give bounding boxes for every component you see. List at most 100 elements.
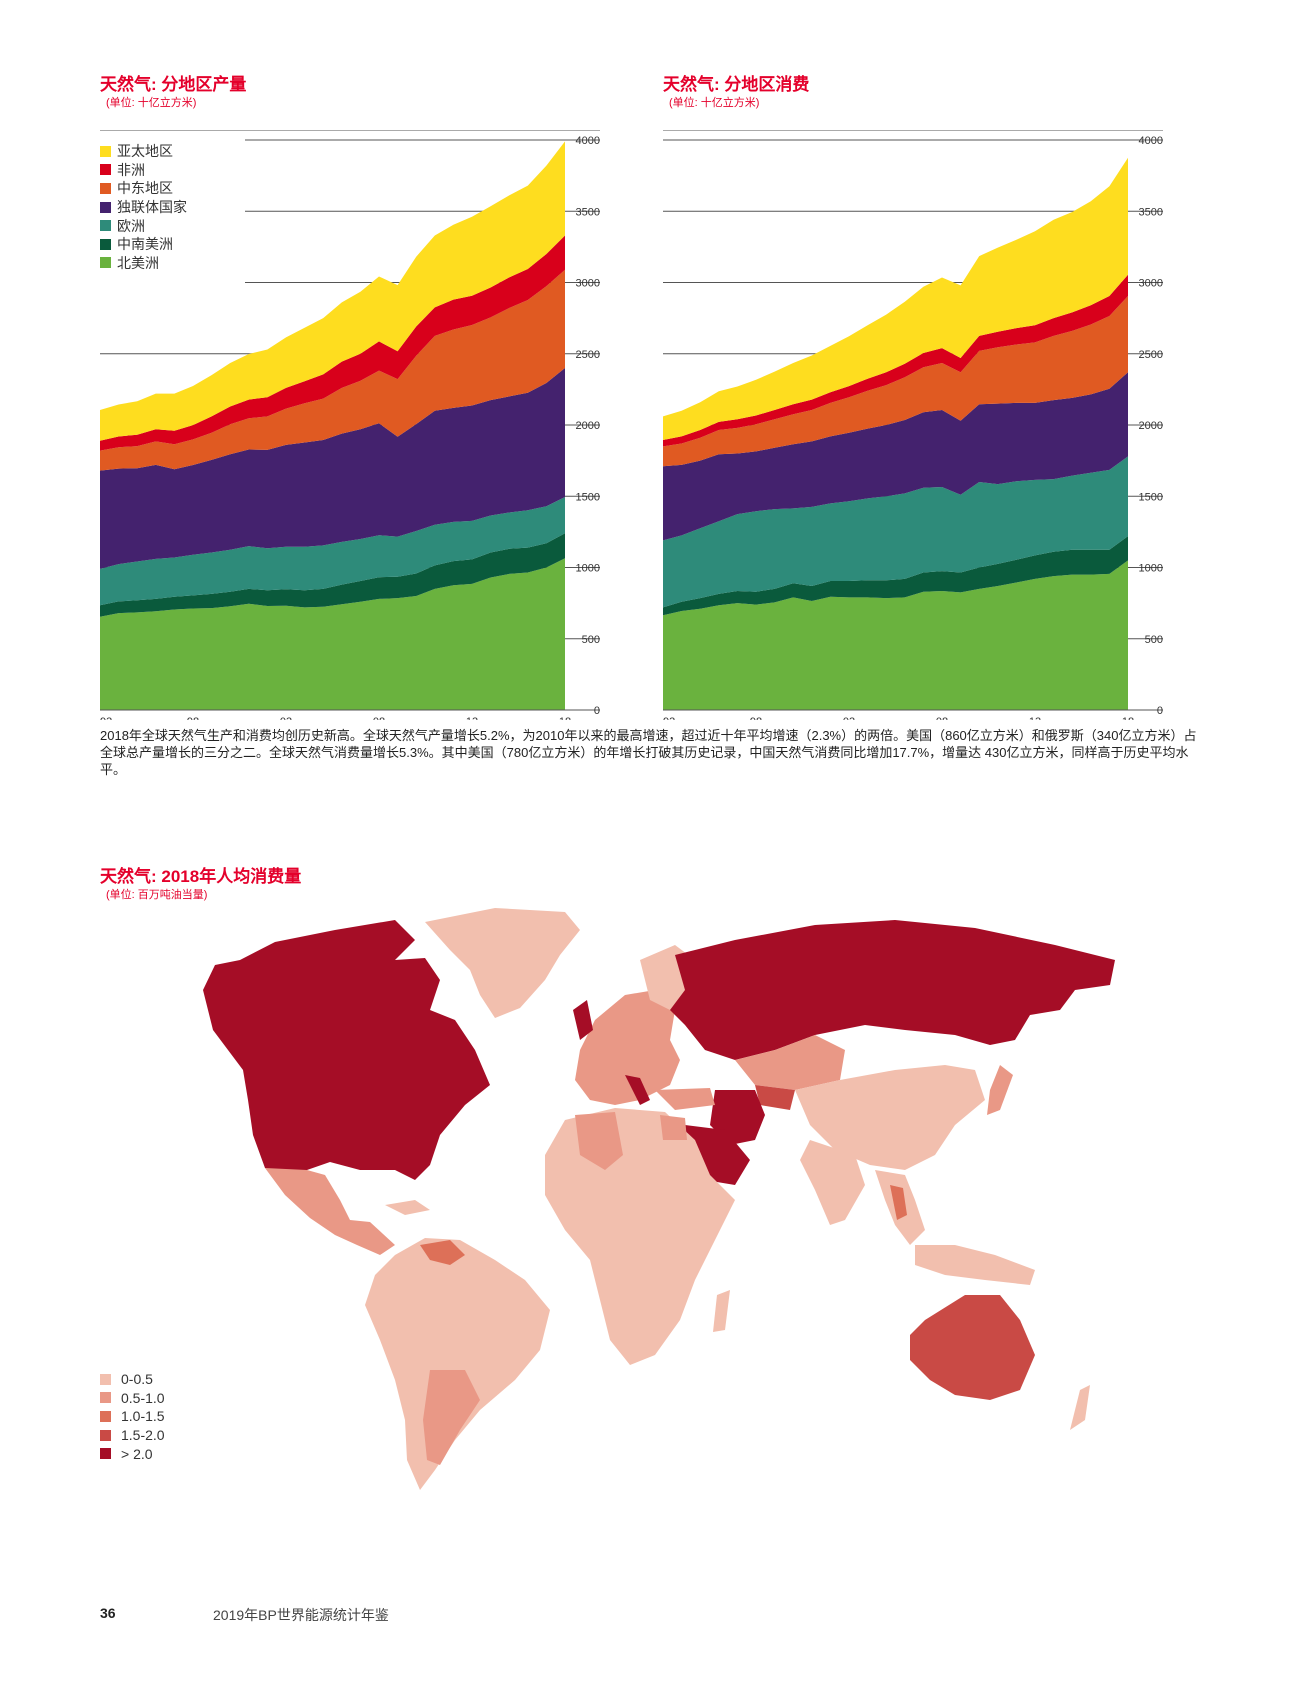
series-area-独联体国家 — [663, 372, 1128, 541]
new-zealand — [1070, 1385, 1090, 1430]
x-tick-label: 98 — [750, 716, 762, 720]
x-tick-label: 93 — [663, 716, 675, 720]
legend-swatch — [100, 1410, 111, 1422]
argentina — [423, 1370, 480, 1465]
japan — [987, 1065, 1013, 1115]
y-tick-label: 500 — [1145, 634, 1163, 646]
legend-swatch — [100, 182, 111, 194]
russia — [670, 920, 1115, 1060]
series-area-亚太地区 — [100, 141, 565, 441]
y-tick-label: 2000 — [1139, 420, 1163, 432]
y-tick-label: 2500 — [1139, 349, 1163, 361]
legend-label: 中南美洲 — [117, 236, 173, 253]
series-area-独联体国家 — [100, 368, 565, 569]
legend-label: 0-0.5 — [121, 1371, 153, 1388]
page-number: 36 — [100, 1605, 116, 1621]
legend-swatch — [100, 257, 111, 269]
legend-item: 北美洲 — [100, 254, 187, 273]
australia — [910, 1295, 1035, 1400]
legend-swatch — [100, 1429, 111, 1441]
map-legend-item: > 2.0 — [100, 1444, 165, 1463]
legend-label: 非洲 — [117, 161, 145, 178]
y-tick-label: 2500 — [576, 349, 600, 361]
chart-legend: 亚太地区 非洲中东地区独联体国家 欧洲 中南美洲 北美洲 — [100, 142, 187, 272]
x-tick-label: 93 — [100, 716, 112, 720]
legend-item: 独联体国家 — [100, 198, 187, 217]
chart-unit: (单位: 十亿立方米) — [669, 97, 760, 109]
chart-unit: (单位: 十亿立方米) — [106, 97, 197, 109]
x-tick-label: 03 — [280, 716, 292, 720]
y-tick-label: 3000 — [1139, 278, 1163, 290]
legend-label: 0.5-1.0 — [121, 1389, 165, 1406]
legend-swatch — [100, 1448, 111, 1460]
y-tick-label: 0 — [594, 705, 600, 717]
united-kingdom — [573, 1000, 593, 1040]
x-tick-label: 13 — [1029, 716, 1041, 720]
series-area-亚太地区 — [663, 157, 1128, 441]
south-america — [365, 1238, 550, 1490]
y-tick-label: 500 — [582, 634, 600, 646]
y-tick-label: 3500 — [1139, 206, 1163, 218]
y-tick-label: 0 — [1157, 705, 1163, 717]
legend-item: 非洲 — [100, 161, 187, 180]
north-america — [203, 920, 490, 1180]
page-footer: 2019年BP世界能源统计年鉴 — [213, 1607, 389, 1623]
india — [800, 1140, 865, 1225]
y-tick-label: 3000 — [576, 278, 600, 290]
chart-title: 天然气: 分地区产量 — [100, 75, 247, 94]
legend-label: 亚太地区 — [117, 143, 173, 160]
greenland — [425, 908, 580, 1018]
legend-label: > 2.0 — [121, 1445, 153, 1462]
y-tick-label: 4000 — [576, 135, 600, 147]
chart-title: 天然气: 分地区消费 — [663, 75, 810, 94]
legend-swatch — [100, 201, 111, 213]
series-area-中东地区 — [663, 296, 1128, 467]
map-unit: (单位: 百万吨油当量) — [106, 889, 208, 901]
legend-swatch — [100, 220, 111, 232]
series-area-中南美洲 — [663, 536, 1128, 616]
y-tick-label: 1000 — [576, 563, 600, 575]
production-chart-plot: 4000 3500 3000 2500 2000 1500 1000 500 0 93 98 03 08… — [100, 130, 600, 720]
x-tick-label: 08 — [373, 716, 385, 720]
y-tick-label: 1000 — [1139, 563, 1163, 575]
africa — [545, 1108, 735, 1365]
central-asia — [735, 1035, 845, 1090]
caribbean — [385, 1200, 430, 1215]
thailand-malaysia — [890, 1185, 907, 1220]
map-title: 天然气: 2018年人均消费量 — [100, 867, 302, 886]
china — [795, 1065, 985, 1170]
y-tick-label: 1500 — [576, 491, 600, 503]
world-map — [203, 908, 1115, 1490]
consumption-chart-plot: 4000 3500 3000 2500 2000 1500 1000 500 0 93 98 03 08… — [663, 130, 1163, 720]
venezuela — [420, 1240, 465, 1265]
legend-swatch — [100, 164, 111, 176]
series-area-北美洲 — [663, 560, 1128, 710]
egypt — [660, 1115, 687, 1140]
legend-swatch — [100, 1373, 111, 1385]
europe — [575, 990, 680, 1105]
map-legend: 0-0.5 0.5-1.0 1.0-1.5 1.5-2.0 > 2.0 — [100, 1370, 165, 1463]
series-area-中南美洲 — [100, 533, 565, 617]
legend-label: 独联体国家 — [117, 199, 187, 216]
legend-item: 亚太地区 — [100, 142, 187, 161]
legend-label: 1.5-2.0 — [121, 1427, 165, 1444]
map-legend-item: 0-0.5 — [100, 1370, 165, 1389]
y-tick-label: 4000 — [1139, 135, 1163, 147]
legend-item: 欧洲 — [100, 216, 187, 235]
x-tick-label: 18 — [1122, 716, 1134, 720]
map-legend-item: 1.5-2.0 — [100, 1426, 165, 1445]
legend-label: 1.0-1.5 — [121, 1408, 165, 1425]
algeria — [575, 1112, 623, 1170]
italy — [625, 1075, 650, 1105]
legend-label: 北美洲 — [117, 254, 159, 271]
y-tick-label: 1500 — [1139, 491, 1163, 503]
legend-label: 中东地区 — [117, 180, 173, 197]
consumption-chart: 天然气: 分地区消费 (单位: 十亿立方米) 4000 3500 3000 2500 2… — [663, 70, 1203, 720]
legend-swatch — [100, 1392, 111, 1404]
y-tick-label: 3500 — [576, 206, 600, 218]
legend-swatch — [100, 238, 111, 250]
x-tick-label: 03 — [843, 716, 855, 720]
turkey — [655, 1088, 715, 1110]
series-area-欧洲 — [100, 497, 565, 606]
turkmenistan — [755, 1085, 795, 1110]
